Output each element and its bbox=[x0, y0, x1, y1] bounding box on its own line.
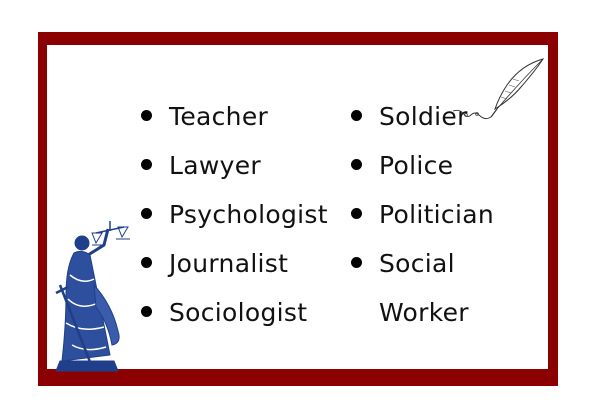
item-label: Worker bbox=[379, 298, 469, 327]
item-label: Journalist bbox=[169, 249, 289, 278]
bullet-icon bbox=[351, 110, 362, 121]
item-label: Soldier bbox=[379, 102, 468, 131]
bullet-icon bbox=[141, 208, 152, 219]
quill-icon bbox=[452, 58, 545, 120]
item-label: Teacher bbox=[169, 102, 269, 131]
bullet-icon bbox=[351, 208, 362, 219]
bullet-icon bbox=[141, 257, 152, 268]
item-label: Sociologist bbox=[169, 298, 308, 327]
item-label: Politician bbox=[379, 200, 494, 229]
card-frame: Teacher Lawyer Psychologist Journalist S… bbox=[38, 32, 558, 386]
card-content: Teacher Lawyer Psychologist Journalist S… bbox=[47, 45, 548, 372]
lady-justice-illustration bbox=[55, 221, 130, 372]
item-label: Lawyer bbox=[169, 151, 261, 180]
item-label: Social bbox=[379, 249, 455, 278]
item-label: Psychologist bbox=[169, 200, 328, 229]
bullet-icon bbox=[351, 159, 362, 170]
bullet-icon bbox=[141, 159, 152, 170]
bullet-icon bbox=[141, 306, 152, 317]
bullet-icon bbox=[351, 257, 362, 268]
item-label: Police bbox=[379, 151, 454, 180]
bullet-icon bbox=[141, 110, 152, 121]
